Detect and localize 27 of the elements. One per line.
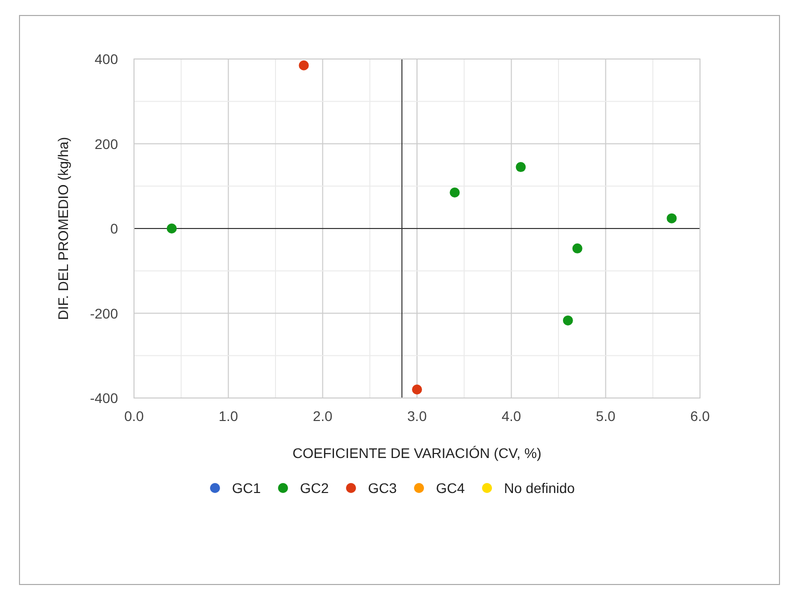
x-tick-label: 6.0 xyxy=(690,408,710,424)
x-tick-label: 0.0 xyxy=(124,408,144,424)
legend-label: GC3 xyxy=(368,480,397,496)
legend-label: No definido xyxy=(504,480,576,496)
y-tick-label: 0 xyxy=(110,220,118,236)
x-tick-label: 2.0 xyxy=(312,408,333,424)
point xyxy=(572,243,582,254)
point xyxy=(666,213,677,224)
point xyxy=(412,384,422,395)
y-tick-label: 200 xyxy=(94,136,118,152)
x-tick-label: 5.0 xyxy=(596,408,616,424)
point xyxy=(298,60,309,70)
x-tick-label: 4.0 xyxy=(502,408,522,424)
x-tick-label: 3.0 xyxy=(407,408,427,424)
point xyxy=(450,187,460,198)
legend-label: GC4 xyxy=(436,480,465,496)
x-axis-title: COEFICIENTE DE VARIACIÓN (CV, %) xyxy=(292,445,542,461)
y-tick-label: -200 xyxy=(90,305,118,322)
point xyxy=(562,315,573,326)
y-tick-label: -400 xyxy=(90,390,118,406)
y-axis-title: DIF. DEL PROMEDIO (kg/ha) xyxy=(55,136,71,320)
point xyxy=(166,224,177,234)
legend-label: GC2 xyxy=(300,480,329,496)
legend-label: GC1 xyxy=(232,480,261,496)
x-tick-label: 1.0 xyxy=(218,408,238,424)
y-tick-label: 400 xyxy=(94,51,118,67)
point xyxy=(516,162,526,172)
